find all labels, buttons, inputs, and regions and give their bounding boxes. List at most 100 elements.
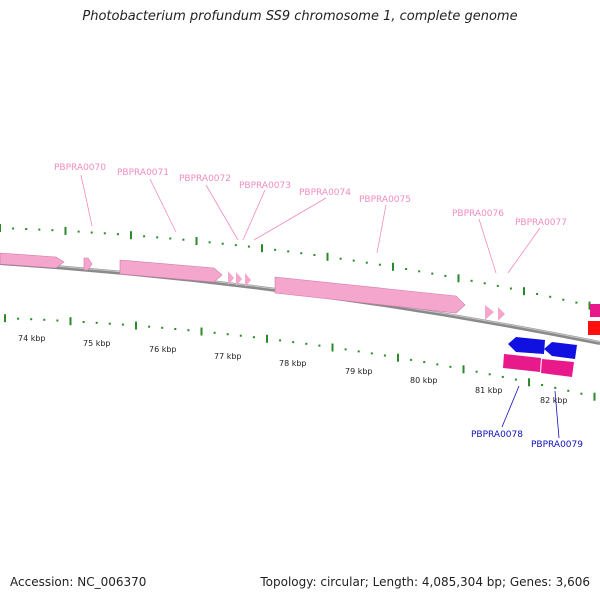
major-tick	[130, 231, 132, 240]
gene-arrow[interactable]	[274, 276, 466, 314]
gene-arrow[interactable]	[228, 271, 234, 285]
minor-tick	[226, 333, 229, 336]
minor-tick	[383, 354, 386, 357]
map-title: Photobacterium profundum SS9 chromosome …	[82, 9, 518, 24]
minor-tick	[174, 328, 177, 330]
kbp-label: 82 kbp	[540, 396, 568, 405]
major-tick	[397, 353, 399, 362]
major-tick	[261, 244, 263, 253]
minor-tick	[77, 230, 80, 233]
major-tick	[200, 327, 203, 336]
gene-arrow[interactable]	[236, 272, 242, 286]
minor-tick	[156, 236, 159, 239]
gene-arrow[interactable]	[119, 259, 223, 283]
gene-label: PBPRA0077	[515, 218, 567, 228]
gene-label: PBPRA0070	[54, 163, 106, 173]
minor-tick	[357, 350, 360, 353]
minor-tick	[423, 361, 426, 364]
major-tick	[457, 274, 460, 283]
major-tick	[135, 321, 137, 330]
kbp-label: 77 kbp	[214, 352, 242, 361]
major-tick	[588, 301, 591, 310]
major-tick	[195, 237, 198, 245]
gene-label: PBPRA0075	[359, 195, 411, 205]
minor-tick	[169, 237, 172, 240]
gene-label: PBPRA0078	[471, 430, 523, 440]
minor-tick	[221, 242, 224, 245]
accession-text: Accession: NC_006370	[10, 575, 147, 589]
minor-tick	[483, 282, 486, 285]
major-tick	[326, 252, 329, 261]
gene-block[interactable]	[541, 359, 574, 377]
gene-label: PBPRA0074	[299, 188, 351, 198]
gene-arrow[interactable]	[508, 337, 545, 354]
minor-tick	[431, 272, 434, 275]
minor-tick	[305, 342, 308, 345]
kbp-label: 79 kbp	[345, 367, 373, 376]
gene-arrow[interactable]	[245, 273, 251, 287]
minor-tick	[509, 287, 512, 290]
major-tick	[4, 314, 6, 323]
major-tick	[528, 378, 530, 387]
minor-tick	[121, 323, 124, 326]
major-tick	[64, 226, 67, 235]
minor-tick	[108, 322, 111, 325]
minor-tick	[25, 228, 28, 230]
minor-tick	[148, 325, 151, 328]
gene-arrow[interactable]	[544, 342, 577, 359]
gene-arrow[interactable]	[0, 252, 65, 269]
minor-tick	[370, 352, 373, 355]
minor-tick	[208, 241, 211, 244]
gene-label: PBPRA0073	[239, 181, 291, 191]
minor-tick	[536, 293, 539, 295]
minor-tick	[103, 232, 106, 235]
minor-tick	[274, 248, 277, 251]
minor-tick	[318, 344, 321, 347]
minor-tick	[43, 318, 46, 321]
minor-tick	[405, 268, 408, 270]
major-tick	[69, 317, 72, 326]
minor-tick	[575, 301, 578, 304]
major-tick	[331, 343, 334, 352]
gene-label: PBPRA0071	[117, 168, 169, 178]
gene-block[interactable]	[590, 304, 600, 317]
kbp-label: 75 kbp	[83, 339, 111, 348]
gene-arrow[interactable]	[498, 307, 505, 321]
minor-tick	[475, 370, 478, 373]
minor-tick	[38, 228, 41, 231]
minor-tick	[90, 231, 93, 234]
minor-tick	[182, 238, 185, 241]
minor-tick	[143, 235, 146, 238]
gene-arrow[interactable]	[83, 257, 93, 271]
minor-tick	[352, 259, 355, 262]
reverse-genes	[503, 337, 577, 377]
major-tick	[523, 287, 525, 296]
minor-tick	[187, 329, 190, 332]
minor-tick	[344, 348, 347, 351]
minor-tick	[449, 365, 452, 368]
minor-tick	[300, 252, 303, 255]
minor-tick	[444, 274, 447, 277]
minor-tick	[51, 229, 54, 232]
minor-tick	[287, 250, 290, 253]
minor-tick	[567, 389, 570, 392]
gene-block[interactable]	[503, 354, 541, 372]
minor-tick	[541, 384, 544, 386]
major-tick	[593, 392, 596, 401]
reverse-strand-ticks	[4, 314, 596, 401]
minor-tick	[17, 317, 20, 320]
minor-tick	[313, 254, 316, 256]
gene-arrow[interactable]	[485, 305, 494, 320]
minor-tick	[12, 227, 15, 230]
minor-tick	[562, 298, 565, 301]
kbp-label: 81 kbp	[475, 386, 503, 395]
gene-block[interactable]	[588, 321, 600, 335]
minor-tick	[496, 284, 499, 287]
minor-tick	[549, 295, 552, 298]
minor-tick	[378, 263, 381, 266]
kbp-label: 78 kbp	[279, 359, 307, 368]
major-tick	[266, 334, 268, 343]
minor-tick	[279, 339, 282, 342]
kbp-label: 80 kbp	[410, 376, 438, 385]
